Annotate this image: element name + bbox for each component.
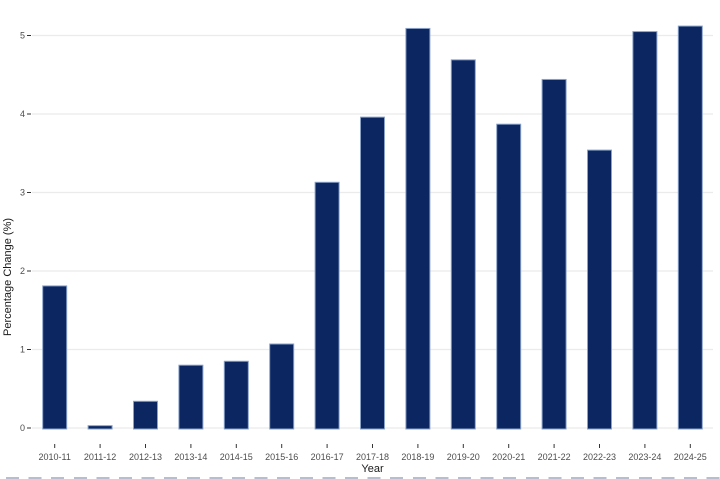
x-tick-label: 2011-12 <box>84 452 116 462</box>
bar-2020-21 <box>496 123 522 430</box>
x-tick-label: 2024-25 <box>674 452 707 462</box>
bar-2011-12 <box>87 425 113 430</box>
bar-2013-14 <box>178 364 204 430</box>
x-tick-label: 2014-15 <box>220 452 253 462</box>
bar-2022-23 <box>587 149 612 430</box>
x-tick-label: 2018-19 <box>401 452 434 462</box>
bar-2019-20 <box>450 59 476 430</box>
bar-2023-24 <box>632 31 658 430</box>
x-tick-label: 2015-16 <box>265 452 298 462</box>
bar-2015-16 <box>269 343 295 430</box>
bar-2014-15 <box>223 360 249 430</box>
x-tick-label: 2013-14 <box>174 452 207 462</box>
bar-2018-19 <box>405 27 431 430</box>
x-tick-label: 2021-22 <box>538 452 571 462</box>
x-tick-label: 2016-17 <box>311 452 344 462</box>
x-tick-label: 2012-13 <box>129 452 162 462</box>
y-tick-label: 0 <box>20 423 25 433</box>
x-tick-label: 2010-11 <box>39 452 71 462</box>
x-tick-label: 2019-20 <box>447 452 480 462</box>
y-tick-label: 2 <box>20 266 25 276</box>
y-axis-title: Percentage Change (%) <box>2 218 14 336</box>
bar-2021-22 <box>541 78 567 430</box>
bar-2016-17 <box>314 181 340 430</box>
x-tick-label: 2022-23 <box>583 452 616 462</box>
y-tick-label: 1 <box>20 345 25 355</box>
cutoff-next-row-marks <box>6 477 720 479</box>
bar-2024-25 <box>677 25 703 430</box>
x-axis-title: Year <box>361 463 384 475</box>
bar-2017-18 <box>360 116 385 430</box>
bar-2010-11 <box>42 285 68 430</box>
y-tick-label: 5 <box>20 31 25 41</box>
bar-2012-13 <box>133 400 158 430</box>
y-tick-label: 3 <box>20 188 25 198</box>
y-tick-label: 4 <box>20 109 25 119</box>
x-tick-label: 2017-18 <box>356 452 389 462</box>
x-tick-label: 2020-21 <box>492 452 525 462</box>
x-tick-label: 2023-24 <box>628 452 661 462</box>
